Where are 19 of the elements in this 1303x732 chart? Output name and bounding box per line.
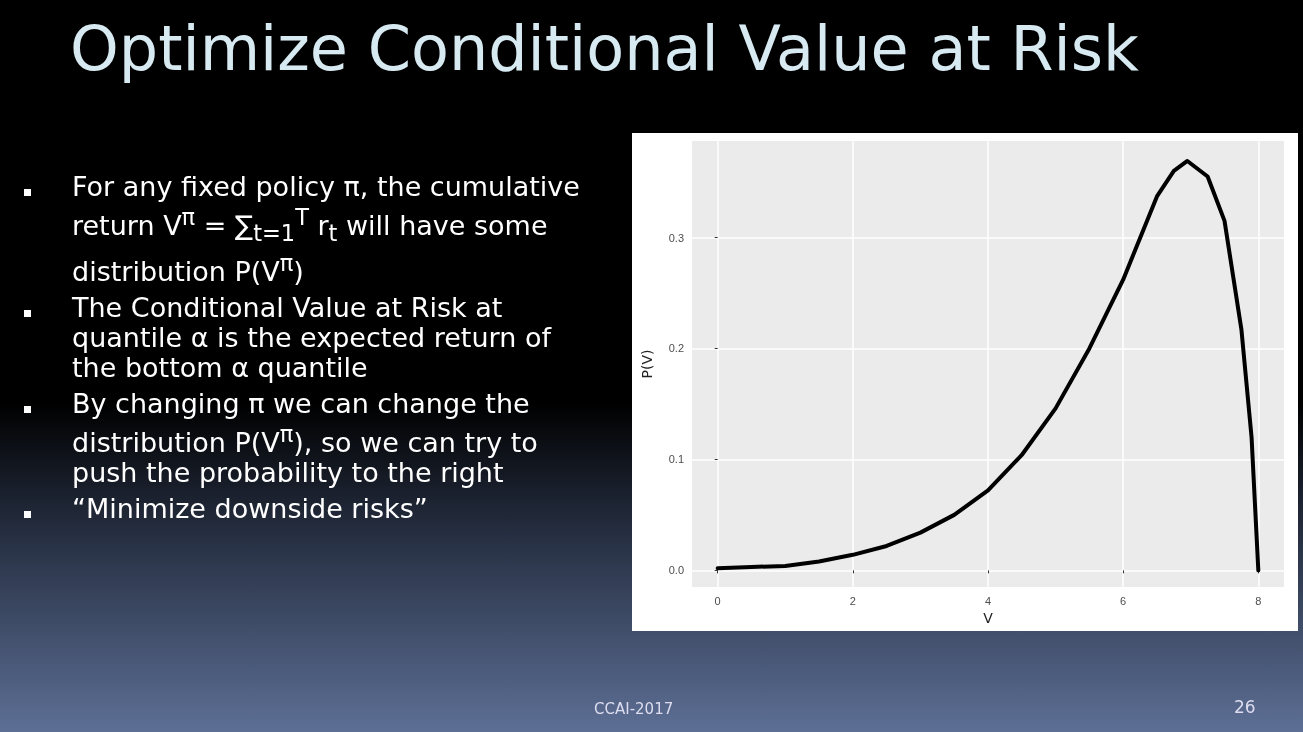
x-tick-label: 4	[984, 594, 992, 607]
line-series	[715, 158, 1261, 573]
x-tick-label: 0	[714, 594, 721, 607]
text: The Conditional Value at Risk at quantile α is the expected return of the bottom α quantile	[72, 292, 553, 384]
y-tick-label: 0.1	[668, 453, 684, 466]
x-tick-label: 6	[1120, 594, 1127, 607]
chart-title: Optimize Conditional Value at Risk	[70, 12, 1139, 85]
y-axis-title: P(V)	[639, 349, 655, 379]
y-tick-label: 0.0	[668, 564, 684, 577]
text: By changing π we can change the distribution P(V$^{π}$), so we can try to push the probability to the right	[72, 388, 539, 489]
text: 26	[1234, 697, 1256, 717]
text: “Minimize downside risks”	[72, 493, 429, 525]
y-tick-label: 0.3	[668, 231, 684, 244]
x-axis-title: V	[983, 609, 994, 626]
x-tick-label: 8	[1255, 594, 1262, 607]
text: CCAI-2017	[594, 700, 674, 718]
y-tick-label: 0.2	[668, 342, 684, 355]
x-tick-label: 2	[849, 594, 856, 607]
text: For any fixed policy π, the cumulative return V$^{π}$ = ∑$_{t=1}$$^{T}$ r$_{t}$ will have some distribution P(V$^{π}$)	[72, 171, 580, 288]
